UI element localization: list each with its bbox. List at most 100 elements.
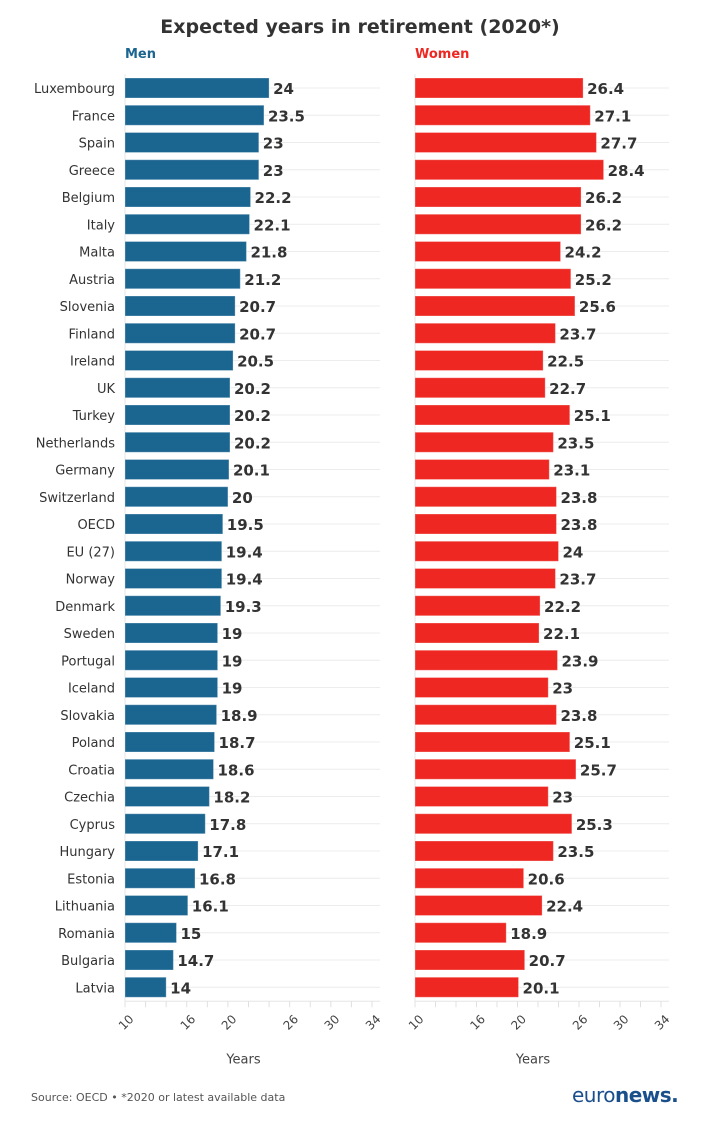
data-label: 14 — [170, 979, 191, 997]
bar-women — [414, 867, 525, 889]
category-label: Netherlands — [36, 436, 115, 451]
category-label: Iceland — [68, 682, 115, 697]
category-label: Portugal — [61, 654, 115, 669]
x-tick-label: 30 — [611, 1012, 632, 1033]
data-label: 19.4 — [226, 571, 263, 589]
source-note: Source: OECD • *2020 or latest available… — [31, 1091, 286, 1104]
data-label: 23 — [263, 162, 284, 180]
bar-men — [124, 213, 251, 235]
data-label: 23.8 — [560, 489, 597, 507]
bar-men — [124, 540, 223, 562]
data-label: 21.8 — [250, 244, 287, 262]
bar-men — [124, 758, 215, 780]
data-label: 15 — [180, 925, 201, 943]
category-label: Greece — [69, 164, 115, 179]
bar-men — [124, 840, 199, 862]
category-label: EU (27) — [66, 545, 115, 560]
category-label: Bulgaria — [61, 954, 115, 969]
bar-women — [414, 159, 605, 181]
category-label: Czechia — [64, 791, 115, 806]
bar-men — [124, 186, 252, 208]
data-label: 20 — [232, 489, 253, 507]
bar-men — [124, 813, 206, 835]
bar-women — [414, 813, 573, 835]
bar-men — [124, 867, 196, 889]
category-label: Romania — [58, 927, 115, 942]
bar-women — [414, 77, 584, 99]
x-tick-label: 34 — [652, 1012, 673, 1033]
data-label: 23.8 — [560, 516, 597, 534]
data-label: 19 — [222, 652, 243, 670]
bar-men — [124, 104, 265, 126]
data-label: 22.5 — [547, 353, 584, 371]
data-label: 22.2 — [544, 598, 581, 616]
bar-women — [414, 922, 507, 944]
bar-women — [414, 322, 556, 344]
data-label: 18.7 — [219, 734, 256, 752]
x-tick-label: 10 — [116, 1012, 137, 1033]
x-tick-label: 20 — [508, 1012, 529, 1033]
data-label: 20.1 — [233, 462, 270, 480]
data-label: 18.2 — [213, 789, 250, 807]
data-label: 16.8 — [199, 870, 236, 888]
chart: Luxembourg France Spain Greece Belgium Italy M… — [34, 74, 673, 1067]
bar-women — [414, 568, 556, 589]
category-label: Slovenia — [60, 300, 115, 315]
data-label: 14.7 — [177, 952, 214, 970]
bar-men — [124, 895, 189, 916]
bar-men — [124, 132, 260, 153]
data-label: 23 — [263, 135, 284, 153]
bar-men — [124, 295, 236, 317]
bar-men — [124, 77, 270, 99]
data-label: 23.7 — [559, 571, 596, 589]
data-label: 21.2 — [244, 271, 281, 289]
women-panel-title: Women — [415, 47, 470, 62]
x-axis-title: Years — [225, 1052, 261, 1067]
bar-men — [124, 595, 222, 617]
x-tick-label: 20 — [219, 1012, 240, 1033]
data-label: 19.5 — [227, 516, 264, 534]
bar-men — [124, 159, 260, 181]
data-label: 25.2 — [575, 271, 612, 289]
data-label: 20.2 — [234, 380, 271, 398]
bar-men — [124, 622, 219, 644]
data-label: 23 — [552, 789, 573, 807]
bar-women — [414, 786, 549, 807]
category-label: Luxembourg — [34, 82, 115, 97]
data-label: 22.2 — [255, 189, 292, 207]
bar-men — [124, 459, 230, 480]
x-tick-label: 30 — [322, 1012, 343, 1033]
data-label: 27.1 — [594, 107, 631, 125]
data-label: 20.6 — [528, 870, 565, 888]
bar-men — [124, 350, 234, 371]
category-label: Austria — [69, 273, 115, 288]
data-label: 22.1 — [254, 216, 291, 234]
category-label: Switzerland — [39, 491, 115, 506]
data-label: 23.5 — [557, 843, 594, 861]
data-label: 20.7 — [529, 952, 566, 970]
data-label: 18.6 — [218, 761, 255, 779]
bar-men — [124, 241, 247, 262]
data-label: 24 — [563, 543, 584, 561]
bar-men — [124, 404, 231, 426]
data-label: 23.5 — [557, 434, 594, 452]
data-label: 27.7 — [600, 135, 637, 153]
bar-men — [124, 949, 174, 971]
data-label: 28.4 — [608, 162, 645, 180]
euronews-logo: euronews. — [572, 1083, 679, 1107]
data-label: 22.4 — [546, 898, 583, 916]
data-label: 20.7 — [239, 298, 276, 316]
data-label: 23 — [552, 680, 573, 698]
bar-women — [414, 350, 544, 371]
bar-women — [414, 758, 577, 780]
data-label: 20.2 — [234, 407, 271, 425]
category-label: Finland — [69, 327, 115, 342]
bar-women — [414, 132, 597, 153]
data-label: 19.3 — [225, 598, 262, 616]
bar-men — [124, 922, 177, 944]
bar-women — [414, 459, 550, 480]
data-label: 25.3 — [576, 816, 613, 834]
x-tick-label: 34 — [363, 1012, 384, 1033]
category-label: Croatia — [68, 763, 115, 778]
data-label: 20.7 — [239, 325, 276, 343]
